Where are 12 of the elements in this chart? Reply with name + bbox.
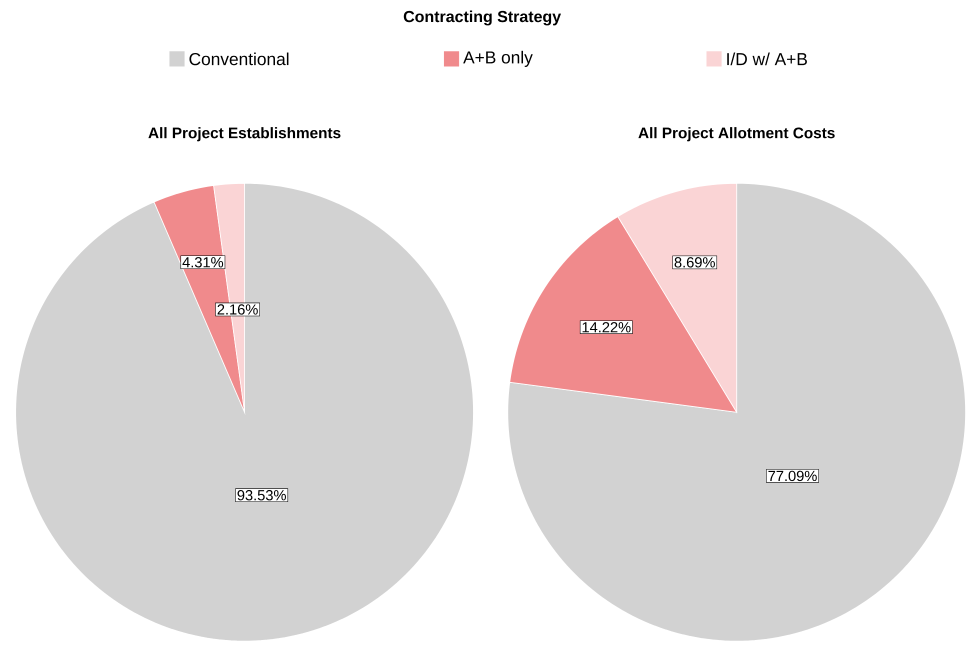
data-label: 8.69% (674, 257, 715, 268)
data-label: 93.53% (238, 490, 286, 500)
data-label: 4.31% (182, 257, 224, 268)
data-label: 14.22% (582, 322, 631, 332)
legend-label: Conventional (189, 52, 288, 66)
legend-label: A+B only (463, 50, 533, 68)
legend-title: Contracting Strategy (404, 10, 562, 26)
chart-title: All Project Allotment Costs (638, 127, 835, 142)
data-label: 77.09% (768, 470, 817, 482)
legend-label: I/D w/ A+B (727, 52, 807, 66)
data-label: 2.16% (218, 304, 258, 315)
text: All Project Establishments (148, 127, 340, 142)
